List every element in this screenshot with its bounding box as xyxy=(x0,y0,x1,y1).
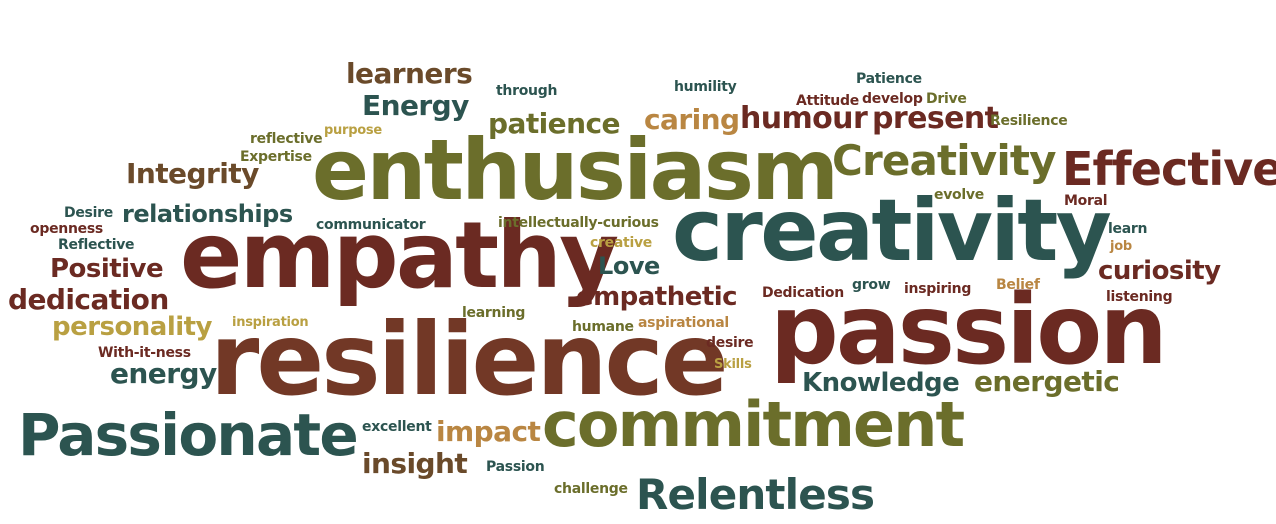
word-patience: patience xyxy=(488,107,621,140)
word-empathetic: empathetic xyxy=(576,282,738,312)
word-excellent: excellent xyxy=(362,419,432,435)
word-intellectually-curious: intellectually-curious xyxy=(498,215,659,231)
word-desire-2: desire xyxy=(706,335,754,351)
word-job: job xyxy=(1110,239,1132,254)
word-positive: Positive xyxy=(50,254,164,284)
word-personality: personality xyxy=(52,312,212,342)
word-humane: humane xyxy=(572,319,634,335)
word-resilience-2: Resilience xyxy=(990,113,1068,129)
word-reflective: reflective xyxy=(250,131,323,147)
word-inspiration: inspiration xyxy=(232,315,309,330)
word-energy: Energy xyxy=(362,89,469,122)
word-resilience: resilience xyxy=(210,301,729,418)
word-energetic: energetic xyxy=(974,365,1120,398)
word-expertise: Expertise xyxy=(240,149,312,165)
word-grow: grow xyxy=(852,277,891,293)
word-energy-2: energy xyxy=(110,357,217,390)
word-empathy: empathy xyxy=(180,202,619,309)
word-impact: impact xyxy=(436,415,541,448)
word-with-it-ness: With-it-ness xyxy=(98,345,191,361)
word-moral: Moral xyxy=(1064,193,1108,209)
word-passion-2: Passion xyxy=(486,459,545,475)
word-effective: Effective xyxy=(1062,142,1276,196)
word-relationships: relationships xyxy=(122,200,293,228)
word-inspiring: inspiring xyxy=(904,281,972,297)
word-evolve: evolve xyxy=(934,187,984,203)
word-learners: learners xyxy=(346,57,473,90)
word-develop: develop xyxy=(862,91,923,107)
word-humility: humility xyxy=(674,79,737,95)
word-purpose: purpose xyxy=(324,123,382,138)
word-curiosity: curiosity xyxy=(1098,256,1221,286)
word-integrity: Integrity xyxy=(126,157,259,190)
word-dedication: dedication xyxy=(8,283,169,316)
word-present: present xyxy=(872,101,999,136)
word-attitude: Attitude xyxy=(796,93,859,109)
word-reflective-2: Reflective xyxy=(58,237,135,253)
word-enthusiasm: enthusiasm xyxy=(312,121,839,219)
word-creative: creative xyxy=(590,235,653,251)
word-learn: learn xyxy=(1108,221,1148,237)
word-aspirational: aspirational xyxy=(638,315,729,331)
word-knowledge: Knowledge xyxy=(802,368,960,398)
word-passion: passion xyxy=(770,274,1168,386)
word-desire: Desire xyxy=(64,205,113,221)
word-learning: learning xyxy=(462,305,526,321)
word-creativity-2: Creativity xyxy=(832,136,1057,185)
word-through: through xyxy=(496,83,558,99)
word-love: Love xyxy=(598,252,660,280)
word-insight: insight xyxy=(362,447,468,480)
word-listening: listening xyxy=(1106,289,1173,305)
word-skills: Skills xyxy=(714,357,752,372)
word-belief: Belief xyxy=(996,277,1040,293)
word-communicator: communicator xyxy=(316,217,426,233)
word-patience-2: Patience xyxy=(856,71,922,87)
word-commitment: commitment xyxy=(542,388,965,461)
word-dedication-2: Dedication xyxy=(762,285,844,301)
word-creativity: creativity xyxy=(672,181,1112,281)
word-caring: caring xyxy=(644,103,740,136)
word-drive: Drive xyxy=(926,91,967,107)
word-relentless: Relentless xyxy=(636,470,875,519)
word-openness: openness xyxy=(30,221,103,237)
word-challenge: challenge xyxy=(554,481,628,497)
word-humour: humour xyxy=(740,101,868,136)
word-passionate: Passionate xyxy=(18,401,359,469)
